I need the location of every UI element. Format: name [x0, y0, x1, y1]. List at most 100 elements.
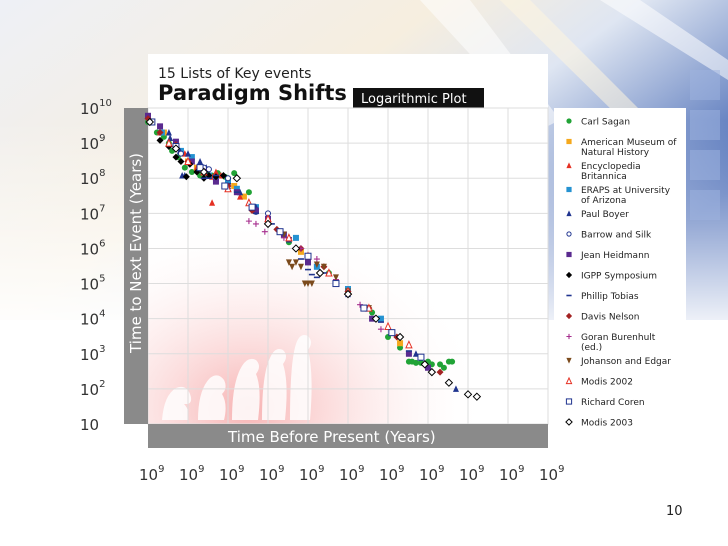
- data-point: [388, 329, 396, 337]
- log-badge-label: Logarithmic Plot: [361, 92, 467, 107]
- data-point: [197, 157, 204, 165]
- data-point: [420, 360, 430, 369]
- legend-label: (ed.): [581, 343, 602, 353]
- data-point: [308, 280, 315, 288]
- legend-label: Carl Sagan: [581, 118, 630, 128]
- legend-item: Paul Boyer: [566, 210, 629, 220]
- legend-item: Barrow and Silk: [566, 231, 652, 241]
- legend-marker: [566, 357, 572, 364]
- x-axis-bar: [148, 424, 548, 448]
- data-point: [289, 263, 296, 271]
- data-point: [417, 353, 425, 361]
- legend-marker: [565, 376, 573, 385]
- data-point: [177, 157, 185, 165]
- legend-marker: [565, 398, 573, 405]
- legend-label: Paul Boyer: [581, 210, 629, 220]
- data-point: [225, 175, 231, 182]
- data-point: [405, 340, 413, 349]
- data-point: [437, 361, 444, 368]
- y-tick-label: 104: [80, 309, 105, 329]
- legend-marker: [565, 312, 573, 320]
- data-point: [181, 164, 188, 171]
- data-point: [248, 203, 256, 211]
- legend-item: Johanson and Edgar: [566, 357, 671, 367]
- data-point: [182, 173, 190, 181]
- legend-label: Modis 2003: [581, 419, 633, 429]
- data-point: [425, 364, 431, 371]
- legend-marker: [566, 162, 572, 169]
- x-tick-label: 109: [459, 464, 484, 484]
- data-point: [261, 228, 268, 235]
- legend-item: Phillip Tobias: [566, 292, 639, 302]
- legend-marker: [566, 186, 572, 193]
- y-tick-label: 102: [80, 379, 105, 399]
- data-point: [212, 178, 219, 185]
- legend-label: IGPP Symposium: [581, 272, 657, 282]
- data-point: [252, 220, 259, 227]
- legend-label: Phillip Tobias: [581, 292, 639, 302]
- legend-marker: [566, 138, 572, 145]
- data-point: [343, 289, 353, 299]
- data-point: [305, 280, 311, 288]
- data-point: [172, 153, 180, 161]
- data-point: [444, 378, 454, 387]
- legend-marker: [566, 210, 572, 217]
- x-tick-label: 109: [339, 464, 364, 484]
- y-axis-label: Time to Next Event (Years): [127, 153, 145, 354]
- data-point: [320, 263, 327, 271]
- data-point: [360, 304, 368, 312]
- data-point: [240, 193, 247, 200]
- data-point: [145, 117, 155, 127]
- x-tick-label: 109: [299, 464, 324, 484]
- legend-marker: [565, 271, 573, 279]
- legend-item: Carl Sagan: [566, 118, 630, 128]
- data-point: [377, 315, 384, 322]
- legend-marker: [566, 118, 572, 124]
- data-points: [144, 112, 482, 401]
- data-point: [212, 168, 219, 176]
- legend-item: IGPP Symposium: [565, 271, 657, 282]
- legend-label: Natural History: [581, 148, 650, 158]
- x-tick-label: 109: [139, 464, 164, 484]
- data-point: [332, 274, 339, 281]
- data-point: [225, 178, 231, 185]
- legend-marker: [566, 333, 572, 340]
- data-point: [209, 199, 216, 206]
- data-point: [245, 218, 252, 225]
- x-tick-label: 109: [379, 464, 404, 484]
- legend-label: Johanson and Edgar: [580, 357, 671, 367]
- y-axis-bar: [124, 108, 148, 424]
- data-point: [292, 259, 299, 266]
- data-point: [384, 321, 392, 330]
- data-point: [395, 332, 405, 342]
- data-point: [440, 364, 447, 371]
- legend-label: of Arizona: [581, 196, 626, 206]
- data-point: [185, 150, 191, 157]
- legend-item: Davis Nelson: [565, 312, 640, 323]
- log-badge: [353, 88, 484, 108]
- legend-marker: [566, 251, 572, 258]
- x-tick-label: 109: [219, 464, 244, 484]
- y-tick-label: 106: [80, 238, 105, 258]
- y-tick-labels: 1010 109 108 107 106 105 104 103 102 10: [80, 98, 112, 434]
- legend-marker: [565, 418, 573, 426]
- data-point: [263, 219, 273, 229]
- y-tick-label: 103: [80, 344, 105, 364]
- data-point: [156, 136, 164, 144]
- data-point: [231, 170, 238, 177]
- y-tick-label: 10: [80, 416, 99, 434]
- data-point: [325, 268, 333, 277]
- data-point: [184, 156, 192, 165]
- legend-label: Goran Burenhult: [581, 333, 656, 343]
- y-tick-label: 108: [80, 168, 105, 188]
- x-tick-label: 109: [539, 464, 564, 484]
- legend-item: Modis 2002: [565, 376, 633, 388]
- data-point: [196, 164, 204, 172]
- legend-item: Modis 2003: [565, 418, 633, 429]
- data-point: [315, 268, 325, 278]
- series-modis-2003: [145, 117, 482, 401]
- data-point: [292, 234, 299, 241]
- legend-label: American Museum of: [581, 138, 677, 148]
